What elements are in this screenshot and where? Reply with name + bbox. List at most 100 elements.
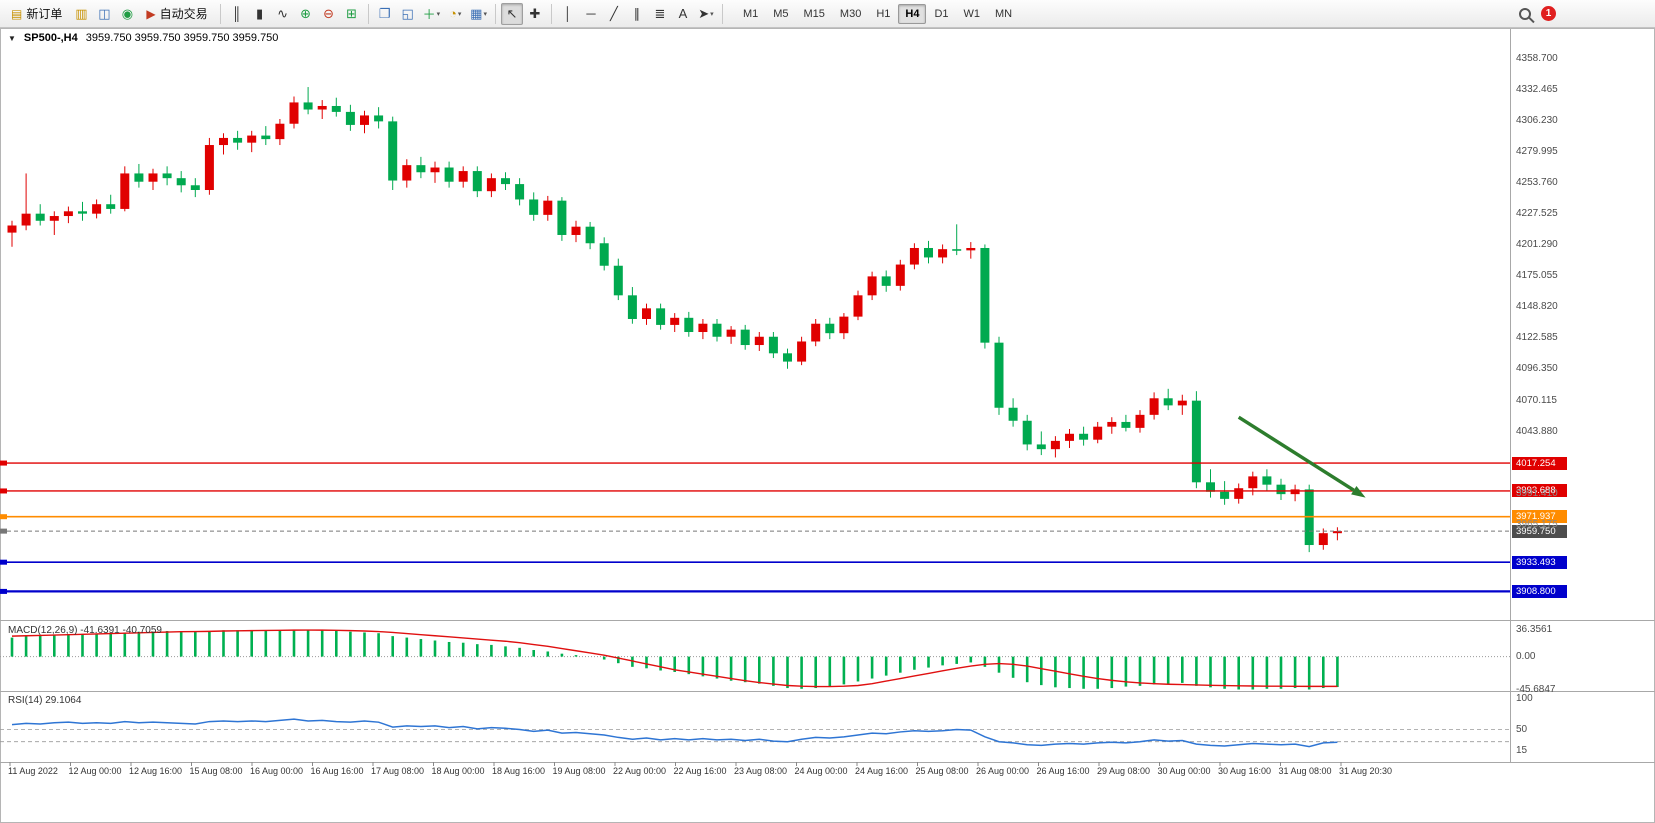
candle-body	[106, 204, 116, 209]
time-axis-label: 16 Aug 00:00	[250, 766, 304, 776]
auto-trading-icon: ▶	[146, 6, 156, 21]
candle-body	[543, 200, 553, 215]
price-axis-tick: 3965.175	[1516, 518, 1558, 530]
line-handle[interactable]	[0, 588, 7, 594]
candle-body	[909, 247, 919, 265]
price-axis-tick: 4148.820	[1516, 301, 1558, 313]
charts-icon[interactable]: ▥	[75, 5, 88, 21]
timeframe-button-mn[interactable]: MN	[995, 7, 1013, 20]
trendline-tool-icon[interactable]: ╱	[610, 5, 618, 21]
price-badge: 3993.688	[1512, 484, 1567, 498]
candle-body	[1304, 489, 1314, 546]
timeframe-button-m5[interactable]: M5	[773, 7, 789, 20]
candle-body	[895, 264, 905, 286]
macd-axis-tick: 36.3561	[1516, 624, 1553, 635]
add-indicator-icon: ＋	[422, 7, 436, 22]
search-icon[interactable]	[1519, 7, 1531, 20]
clock-icon: ◔	[448, 6, 457, 21]
tile-windows-icon[interactable]: ⊞	[346, 5, 358, 21]
timeframe-button-m30[interactable]: M30	[839, 7, 862, 20]
new-order-icon: ▤	[11, 6, 23, 21]
candle-body	[1163, 398, 1173, 406]
candle-body	[134, 173, 144, 182]
time-axis-label: 31 Aug 08:00	[1278, 766, 1332, 776]
timeframe-button-w1[interactable]: W1	[963, 7, 981, 20]
zoom-out-icon[interactable]: ⊖	[323, 5, 335, 21]
timeframe-button-h1[interactable]: H1	[876, 7, 891, 20]
arrange-windows-icon[interactable]: ◱	[401, 5, 414, 21]
notification-badge[interactable]: 1	[1541, 6, 1556, 21]
candle-body	[1093, 426, 1103, 440]
candle-body	[938, 249, 948, 258]
candle-body	[78, 211, 87, 214]
candle-body	[219, 137, 228, 146]
candle-body	[1050, 440, 1060, 450]
templates-button[interactable]: ▦ ▾	[467, 3, 490, 25]
candle-body	[1079, 433, 1089, 440]
crosshair-tool-icon[interactable]: ✚	[529, 5, 541, 21]
timeframe-button-h4[interactable]: H4	[898, 3, 927, 24]
cursor-tool-icon[interactable]: ↖	[500, 2, 523, 25]
line-handle[interactable]	[0, 460, 7, 466]
candle-body	[1234, 488, 1244, 499]
cascade-windows-icon[interactable]: ❐	[378, 5, 391, 21]
rsi-axis-tick: 15	[1516, 744, 1528, 756]
new-order-button[interactable]: ▤ 新订单	[4, 2, 69, 25]
price-axis-tick: 4253.760	[1516, 177, 1558, 189]
candle-body	[867, 276, 877, 296]
line-handle[interactable]	[0, 514, 7, 520]
vertical-line-tool-icon[interactable]: │	[563, 6, 573, 21]
candle-body	[458, 171, 468, 182]
candle-body	[1262, 476, 1272, 485]
line-chart-icon[interactable]: ∿	[277, 5, 289, 21]
rsi-axis-tick: 100	[1516, 693, 1533, 704]
bar-chart-icon[interactable]: ║	[232, 6, 242, 21]
candle-body	[627, 295, 637, 319]
price-badge: 3971.937	[1512, 510, 1567, 524]
candle-body	[613, 265, 623, 296]
chart-menu-icon[interactable]: ▼	[8, 33, 16, 43]
candlestick-chart-icon[interactable]: ▮	[256, 5, 264, 21]
candle-body	[1177, 400, 1187, 406]
time-axis-label: 18 Aug 16:00	[492, 766, 546, 776]
timeframe-button-d1[interactable]: D1	[934, 7, 949, 20]
price-badge: 3933.493	[1512, 555, 1567, 569]
price-axis-tick: 4122.585	[1516, 332, 1558, 344]
candle-body	[966, 247, 976, 251]
time-axis-label: 16 Aug 16:00	[310, 766, 364, 776]
candle-body	[980, 247, 990, 343]
time-axis-label: 11 Aug 2022	[8, 766, 58, 776]
text-tool-icon[interactable]: A	[678, 6, 688, 21]
candle-body	[825, 323, 835, 334]
market-watch-icon[interactable]: ◫	[98, 5, 111, 21]
timeframe-button-m1[interactable]: M1	[742, 7, 759, 20]
candle-body	[529, 199, 539, 215]
fibonacci-tool-icon[interactable]: ≣	[654, 5, 666, 21]
candle-body	[49, 216, 59, 221]
horizontal-line-tool-icon[interactable]: ─	[586, 6, 596, 21]
auto-trading-label: 自动交易	[159, 7, 208, 21]
zoom-in-icon[interactable]: ⊕	[300, 5, 312, 21]
trend-arrow-line[interactable]	[1237, 415, 1355, 492]
time-axis-label: 29 Aug 08:00	[1097, 766, 1151, 776]
line-handle[interactable]	[0, 488, 7, 494]
candle-body	[1276, 484, 1286, 495]
candle-body	[120, 173, 130, 209]
line-handle[interactable]	[0, 559, 7, 565]
candlestick-series	[7, 87, 1342, 553]
navigator-icon[interactable]: ◉	[121, 5, 134, 21]
arrows-tool-button[interactable]: ➤ ▾	[695, 3, 717, 25]
candle-body	[92, 204, 102, 214]
channel-tool-icon[interactable]: ∥	[633, 5, 641, 21]
trend-arrow-head[interactable]	[1351, 485, 1366, 498]
candle-body	[331, 105, 341, 112]
timeframe-button-m15[interactable]: M15	[803, 7, 825, 20]
arrows-tool-icon: ➤	[698, 5, 710, 21]
line-handle[interactable]	[0, 528, 7, 534]
candle-body	[1022, 420, 1032, 445]
indicators-button[interactable]: ＋ ▾	[420, 3, 444, 25]
periods-button[interactable]: ◔ ▾	[444, 3, 466, 25]
auto-trading-button[interactable]: ▶ 自动交易	[139, 2, 214, 25]
